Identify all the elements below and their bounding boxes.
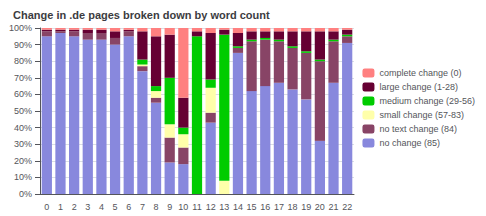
svg-text:100%: 100% bbox=[9, 23, 32, 33]
svg-text:22: 22 bbox=[342, 202, 352, 212]
svg-text:19: 19 bbox=[301, 202, 311, 212]
svg-text:80%: 80% bbox=[14, 56, 32, 66]
svg-text:12: 12 bbox=[206, 202, 216, 212]
svg-text:1: 1 bbox=[58, 202, 63, 212]
svg-text:2: 2 bbox=[72, 202, 77, 212]
svg-text:6: 6 bbox=[126, 202, 131, 212]
svg-text:20%: 20% bbox=[14, 156, 32, 166]
svg-text:21: 21 bbox=[329, 202, 339, 212]
svg-text:complete change (0): complete change (0) bbox=[379, 68, 461, 78]
svg-text:0: 0 bbox=[44, 202, 49, 212]
svg-text:small change (57-83): small change (57-83) bbox=[379, 110, 464, 120]
svg-text:40%: 40% bbox=[14, 123, 32, 133]
svg-text:14: 14 bbox=[233, 202, 243, 212]
svg-text:no text change (84): no text change (84) bbox=[379, 124, 457, 134]
svg-text:medium change (29-56): medium change (29-56) bbox=[379, 96, 475, 106]
svg-text:no change (85): no change (85) bbox=[379, 138, 440, 148]
svg-text:3: 3 bbox=[85, 202, 90, 212]
svg-text:16: 16 bbox=[260, 202, 270, 212]
svg-text:15: 15 bbox=[247, 202, 257, 212]
svg-text:10: 10 bbox=[178, 202, 188, 212]
svg-text:70%: 70% bbox=[14, 73, 32, 83]
svg-text:4: 4 bbox=[99, 202, 104, 212]
svg-text:11: 11 bbox=[192, 202, 201, 212]
svg-text:13: 13 bbox=[219, 202, 229, 212]
svg-text:9: 9 bbox=[167, 202, 172, 212]
svg-text:10%: 10% bbox=[14, 172, 32, 182]
svg-text:7: 7 bbox=[140, 202, 145, 212]
svg-text:60%: 60% bbox=[14, 89, 32, 99]
svg-text:0%: 0% bbox=[19, 189, 32, 199]
svg-text:Change in .de pages broken dow: Change in .de pages broken down by word … bbox=[13, 9, 270, 21]
svg-text:5: 5 bbox=[113, 202, 118, 212]
svg-text:30%: 30% bbox=[14, 139, 32, 149]
svg-text:17: 17 bbox=[274, 202, 284, 212]
svg-text:50%: 50% bbox=[14, 106, 32, 116]
svg-text:90%: 90% bbox=[14, 40, 32, 50]
svg-text:large change (1-28): large change (1-28) bbox=[379, 82, 458, 92]
svg-text:8: 8 bbox=[154, 202, 159, 212]
svg-text:18: 18 bbox=[288, 202, 298, 212]
svg-text:20: 20 bbox=[315, 202, 325, 212]
